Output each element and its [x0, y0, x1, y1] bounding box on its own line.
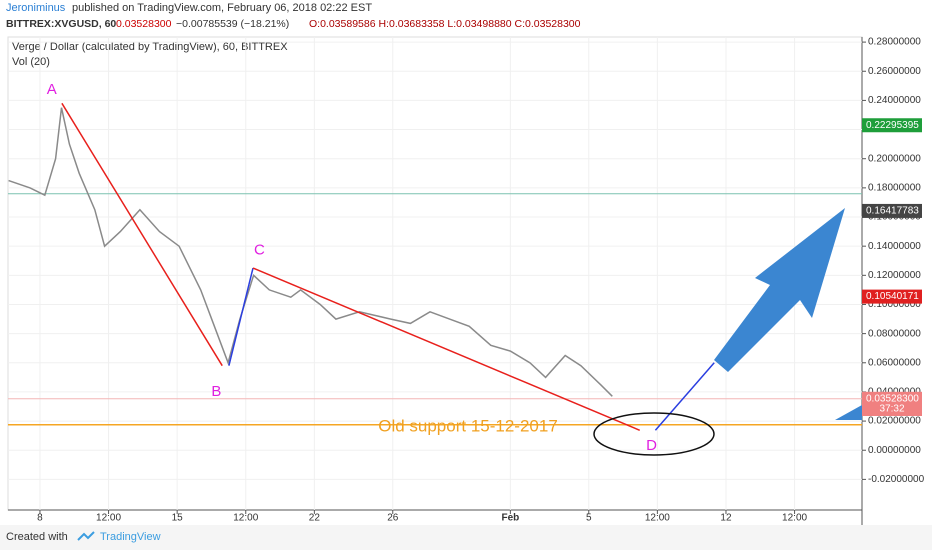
x-tick-label: 26 [387, 513, 399, 524]
change: −0.00785539 (−18.21%) [176, 18, 289, 30]
price-label-box [862, 289, 922, 304]
timer: 37:32 [879, 404, 904, 415]
price-label-box [862, 203, 922, 218]
annotation: Old support 15-12-2017 [378, 416, 558, 435]
y-tick-label: 0.06000000 [868, 357, 921, 368]
arrow-stub [835, 405, 862, 420]
x-tick-label: 12:00 [233, 513, 258, 524]
x-tick-label: 8 [37, 513, 43, 524]
x-tick-label: 12 [720, 513, 732, 524]
published: published on TradingView.com, February 0… [72, 2, 372, 14]
price-label: 0.03528300 [866, 393, 919, 404]
x-tick-label: 12:00 [96, 513, 121, 524]
ellipse [593, 412, 715, 456]
trend-line [228, 267, 254, 366]
arrow [714, 208, 845, 372]
y-tick-label: 0.28000000 [868, 37, 921, 48]
y-tick-label: 0.08000000 [868, 328, 921, 339]
price-label: 0.22295395 [866, 120, 919, 131]
price-label: 0.16417783 [866, 206, 919, 217]
plot: -0.020000000.000000000.020000000.0400000… [8, 37, 925, 524]
y-tick-label: -0.02000000 [868, 474, 925, 485]
y-tick-label: 0.14000000 [868, 241, 921, 252]
ohlc: O:0.03589586 H:0.03683358 L:0.03498880 C… [309, 18, 581, 30]
point-label: D [646, 437, 657, 454]
point-label: C [254, 242, 265, 259]
y-tick-label: 0.26000000 [868, 66, 921, 77]
y-tick-label: 0.00000000 [868, 445, 921, 456]
logo [77, 531, 95, 541]
brand: TradingView [100, 531, 161, 543]
x-tick-label: 15 [172, 513, 184, 524]
price-line [8, 107, 613, 397]
point-label: A [47, 81, 57, 98]
chart-title: Verge / Dollar (calculated by TradingVie… [12, 41, 288, 53]
y-tick-label: 0.02000000 [868, 416, 921, 427]
created: Created with [6, 531, 68, 543]
trend-line [61, 102, 223, 367]
trend-line [252, 267, 641, 431]
footer [0, 525, 932, 550]
x-tick-label: Feb [501, 513, 519, 524]
y-tick-label: 0.18000000 [868, 183, 921, 194]
x-tick-label: 5 [586, 513, 592, 524]
point-label: B [211, 383, 221, 400]
y-tick-label: 0.10000000 [868, 299, 921, 310]
price-label-box [862, 118, 922, 133]
last-price: 0.03528300 [116, 18, 172, 30]
x-tick-label: 12:00 [645, 513, 670, 524]
trend-line [654, 362, 715, 431]
timer-box [862, 402, 922, 416]
y-tick-label: 0.24000000 [868, 95, 921, 106]
author: Jeroniminus [6, 2, 66, 14]
price-label: 0.10540171 [866, 291, 919, 302]
x-tick-label: 12:00 [782, 513, 807, 524]
x-tick-label: 22 [309, 513, 321, 524]
y-tick-label: 0.12000000 [868, 270, 921, 281]
y-tick-label: 0.20000000 [868, 153, 921, 164]
symbol: BITTREX:XVGUSD, 60 [6, 18, 116, 30]
subtitle: Vol (20) [12, 56, 50, 68]
